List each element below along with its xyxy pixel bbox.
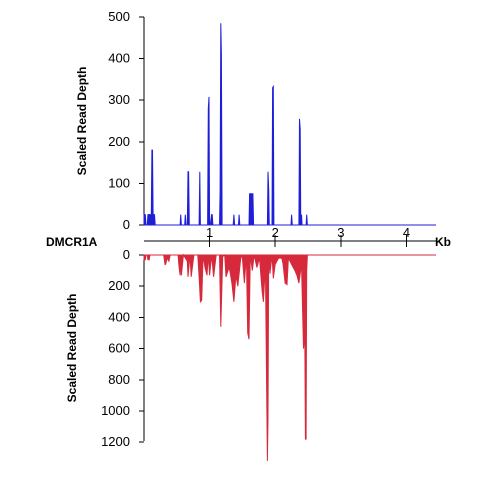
bottom-y-axis-label: Scaled Read Depth [65, 294, 79, 403]
bottom-y-tick-label: 600 [108, 341, 130, 356]
top-panel: 0 100 200 300 400 500 Scaled Read Depth [75, 9, 436, 232]
bottom-y-tick-label: 1000 [101, 403, 130, 418]
bottom-y-tick-label: 0 [123, 247, 130, 262]
x-ticks: 1 2 3 4 [206, 225, 410, 247]
top-y-tick-label: 0 [123, 217, 130, 232]
bottom-series-area [143, 253, 436, 461]
bottom-y-tick-label: 200 [108, 278, 130, 293]
bottom-y-tick-label: 800 [108, 372, 130, 387]
top-series-area [143, 23, 436, 226]
top-y-tick-label: 300 [108, 92, 130, 107]
top-y-tick-label: 400 [108, 51, 130, 66]
top-series [143, 23, 436, 226]
top-y-tick-label: 200 [108, 134, 130, 149]
x-tick-label: 1 [206, 225, 213, 240]
bottom-series [143, 253, 436, 461]
x-tick-label: 2 [272, 225, 279, 240]
top-y-tick-label: 500 [108, 9, 130, 24]
bottom-panel: 0 200 400 600 800 1000 1200 Scaled Read Depth [65, 247, 436, 461]
bottom-y-tick-label: 400 [108, 309, 130, 324]
top-y-axis-label: Scaled Read Depth [75, 67, 89, 176]
gene-label: DMCR1A [46, 235, 98, 249]
position-axis: 1 2 3 4 DMCR1A Kb [46, 225, 451, 249]
x-tick-label: 3 [337, 225, 344, 240]
x-tick-label: 4 [403, 225, 410, 240]
x-axis-unit: Kb [435, 235, 451, 249]
bottom-y-ticks: 0 200 400 600 800 1000 1200 [101, 247, 144, 449]
top-y-ticks: 0 100 200 300 400 500 [108, 9, 144, 232]
top-y-tick-label: 100 [108, 175, 130, 190]
bottom-y-tick-label: 1200 [101, 434, 130, 449]
